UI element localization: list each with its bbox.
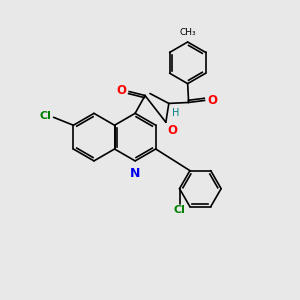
Text: O: O (116, 84, 126, 97)
Text: H: H (172, 108, 179, 118)
Text: O: O (168, 124, 178, 137)
Text: CH₃: CH₃ (179, 28, 196, 37)
Text: Cl: Cl (40, 111, 52, 121)
Text: N: N (130, 167, 140, 180)
Text: Cl: Cl (174, 206, 185, 215)
Text: O: O (208, 94, 218, 107)
